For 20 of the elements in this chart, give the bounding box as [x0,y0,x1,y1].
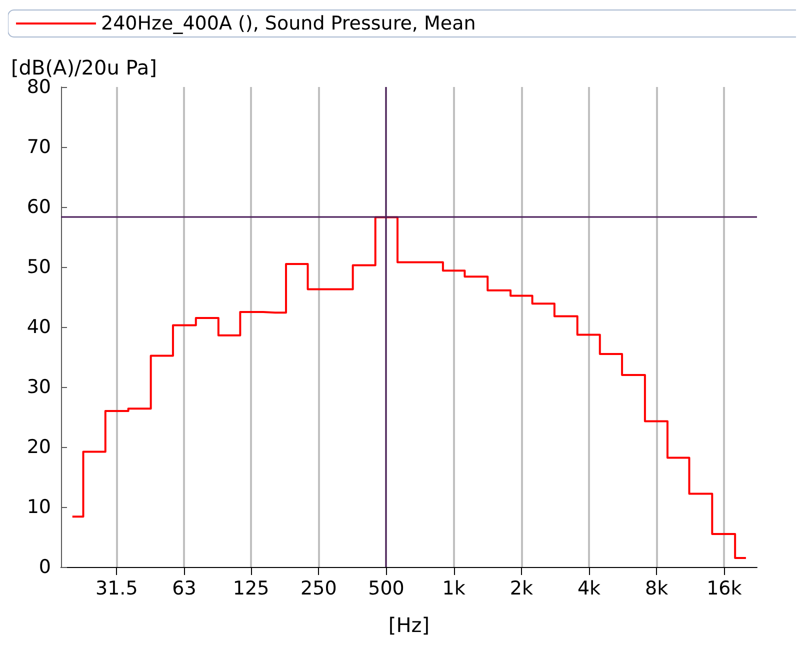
x-axis-title: [Hz] [388,613,430,637]
x-tick-label: 4k [577,578,601,600]
x-tick-label: 2k [510,578,533,600]
x-tick-label: 31.5 [96,578,138,600]
x-tick-label: 250 [300,578,337,600]
x-tick-label: 1k [442,578,466,600]
y-tick-label: 10 [26,496,51,518]
y-tick-label: 40 [26,316,51,338]
y-tick-label: 70 [26,136,51,158]
y-tick-label: 20 [26,436,51,458]
y-tick-label: 60 [26,196,51,218]
x-tick-label: 8k [645,578,668,600]
y-tick-label: 0 [38,556,51,578]
y-tick-label: 30 [26,376,51,398]
x-tick-label: 500 [368,578,404,600]
x-tick-label: 16k [706,578,742,600]
x-tick-label: 63 [172,578,196,600]
legend-label: 240Hze_400A (), Sound Pressure, Mean [101,12,476,34]
x-tick-label: 125 [232,578,270,600]
y-tick-label: 50 [26,256,51,278]
